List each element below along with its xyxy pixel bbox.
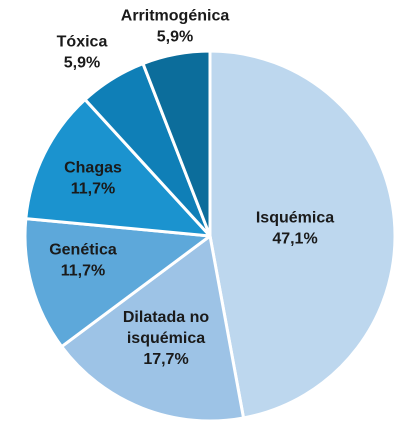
pie-slice-label-1: Dilatada no isquémica 17,7%: [123, 309, 209, 368]
pie-slice-label-line: 47,1%: [272, 231, 317, 248]
pie-slice-label-line: 5,9%: [157, 29, 193, 46]
pie-slice-label-line: 11,7%: [61, 263, 105, 280]
pie-slice-label-line: Dilatada no: [123, 309, 209, 326]
pie-slice-label-3: Chagas 11,7%: [64, 160, 122, 198]
pie-slice-label-0: Isquémica 47,1%: [256, 210, 334, 248]
pie-slice-3: [24, 98, 212, 238]
pie-slice-label-line: Chagas: [64, 160, 122, 177]
pie-slice-label-line: 17,7%: [143, 351, 188, 368]
pie-slice-label-4: Tóxica 5,9%: [57, 34, 108, 72]
pie-slice-1: [60, 234, 246, 423]
pie-slice-label-2: Genética 11,7%: [49, 242, 117, 280]
pie-slices: [23, 49, 397, 423]
pie-slice-label-line: 5,9%: [64, 55, 100, 72]
pie-labels: Isquémica 47,1% Dilatada no isquémica 17,7% G…: [49, 8, 334, 369]
pie-slice-label-line: Isquémica: [256, 210, 334, 227]
pie-slice-5: [141, 49, 212, 238]
pie-slice-label-line: 11,7%: [71, 181, 115, 198]
pie-slice-label-5: Arritmogénica 5,9%: [121, 8, 230, 46]
pie-slice-2: [23, 217, 212, 349]
pie-slice-0: [208, 49, 397, 420]
pie-slice-label-line: isquémica: [127, 330, 205, 347]
pie-slice-label-line: Genética: [49, 242, 117, 259]
pie-slice-label-line: Tóxica: [57, 34, 108, 51]
pie-slice-label-line: Arritmogénica: [121, 8, 230, 25]
